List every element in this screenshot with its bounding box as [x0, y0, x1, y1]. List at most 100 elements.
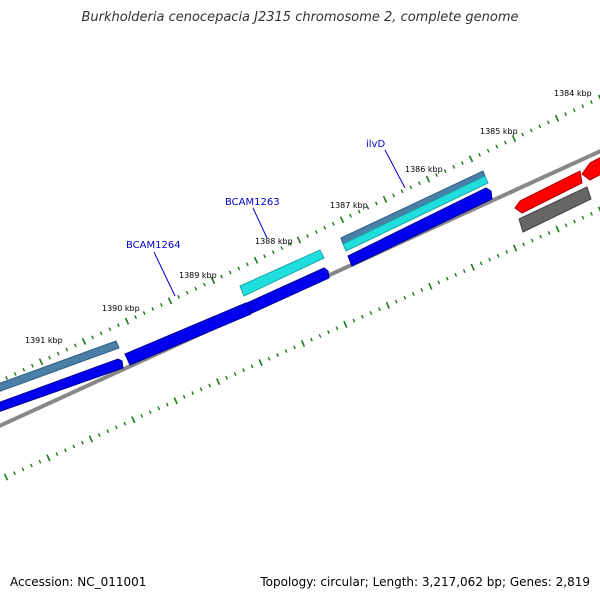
scale-tick	[318, 333, 322, 338]
scale-tick	[573, 219, 576, 224]
scale-tick	[564, 112, 568, 117]
scale-tick	[496, 253, 500, 258]
gene-label-bcam1264[interactable]: BCAM1264	[126, 240, 181, 251]
scale-tick	[425, 175, 431, 183]
scale-tick	[454, 272, 458, 277]
scale-tick	[400, 189, 404, 194]
scale-tick	[479, 261, 483, 266]
scale-tick	[417, 181, 421, 186]
scale-tick	[403, 295, 407, 300]
scale-tick	[245, 262, 249, 267]
scale-tick	[88, 435, 94, 443]
scale-label: 1386 kbp	[405, 165, 443, 174]
scale-tick	[392, 193, 396, 198]
scale-tick	[512, 244, 518, 252]
scale-tick	[157, 406, 161, 411]
scale-tick	[366, 205, 370, 210]
scale-label: 1384 kbp	[554, 89, 592, 98]
scale-tick	[38, 358, 44, 366]
scale-tick	[411, 291, 415, 296]
scale-tick	[56, 351, 60, 356]
scale-tick	[530, 238, 534, 243]
scale-tick	[116, 323, 120, 328]
scale-tick	[165, 402, 169, 407]
scale-tick	[21, 467, 25, 472]
scale-tick	[343, 320, 348, 328]
scale-tick	[349, 213, 353, 218]
map-title: Burkholderia cenocepacia J2315 chromosom…	[81, 10, 519, 25]
scale-labels: 1384 kbp 1385 kbp 1386 kbp 1387 kbp 1388…	[25, 89, 592, 345]
scale-tick	[462, 269, 466, 273]
scale-tick	[173, 397, 178, 405]
scale-tick	[470, 263, 475, 271]
scale-tick	[124, 317, 130, 325]
cds-feature[interactable]	[246, 267, 330, 314]
scale-tick	[114, 425, 118, 430]
reverse-cds-feature[interactable]	[581, 155, 600, 181]
scale-tick	[250, 364, 254, 369]
scale-tick	[167, 297, 173, 305]
scale-tick	[108, 327, 112, 332]
cds-feature[interactable]	[347, 187, 493, 267]
scale-tick	[5, 376, 9, 380]
scale-tick	[339, 216, 345, 224]
scale-label: 1391 kbp	[25, 336, 63, 345]
scale-tick	[564, 223, 568, 228]
reverse-cds-feature[interactable]	[514, 170, 583, 214]
gene-feature[interactable]	[342, 175, 489, 252]
scale-tick	[306, 234, 310, 238]
scale-tick	[194, 286, 198, 291]
scale-tick	[202, 282, 206, 287]
scale-tick	[30, 463, 33, 468]
gene-feature[interactable]	[0, 340, 120, 392]
scale-tick	[148, 410, 152, 415]
gene-feature[interactable]	[239, 249, 325, 297]
scale-tick	[331, 221, 335, 226]
gene-label-bcam1263[interactable]: BCAM1263	[225, 197, 280, 208]
scale-tick	[352, 318, 356, 323]
scale-tick	[300, 339, 306, 348]
scale-tick	[428, 282, 433, 290]
scale-tick	[237, 266, 241, 271]
scale-tick	[177, 294, 181, 299]
scale-tick	[48, 355, 52, 360]
scale-tick	[357, 209, 361, 214]
scale-tick	[199, 387, 203, 392]
genome-summary: Topology: circular; Length: 3,217,062 bp…	[260, 575, 590, 589]
scale-label: 1385 kbp	[480, 127, 518, 136]
scale-tick	[511, 135, 517, 143]
scale-tick	[3, 473, 9, 481]
scale-tick	[284, 349, 288, 354]
scale-tick	[258, 359, 263, 367]
gene-labels: ilvD BCAM1263 BCAM1264	[126, 139, 385, 251]
scale-tick	[123, 421, 127, 426]
scale-tick	[293, 345, 296, 350]
scale-tick	[263, 254, 267, 259]
scale-tick	[539, 234, 542, 239]
scale-tick	[242, 368, 245, 373]
scale-tick	[159, 302, 163, 307]
scale-tick	[437, 280, 441, 285]
scale-tick	[253, 256, 259, 264]
scale-tick	[142, 311, 146, 315]
cds-feature[interactable]	[0, 358, 124, 412]
scale-tick	[385, 301, 391, 309]
scale-label: 1387 kbp	[330, 201, 368, 210]
scale-tick	[435, 173, 439, 178]
scale-tick	[97, 433, 101, 437]
scale-tick	[106, 429, 110, 434]
scale-tick	[13, 471, 16, 476]
scale-tick	[55, 452, 59, 457]
scale-tick	[488, 257, 492, 262]
scale-tick	[131, 416, 136, 424]
scale-tick	[554, 114, 560, 122]
gene-label-ilvD[interactable]: ilvD	[366, 139, 385, 150]
scale-tick	[276, 353, 279, 357]
scale-tick	[546, 120, 550, 125]
scale-tick	[323, 225, 327, 230]
scale-tick	[288, 242, 292, 246]
reverse-gene-feature[interactable]	[518, 186, 592, 233]
scale-tick	[72, 444, 76, 449]
